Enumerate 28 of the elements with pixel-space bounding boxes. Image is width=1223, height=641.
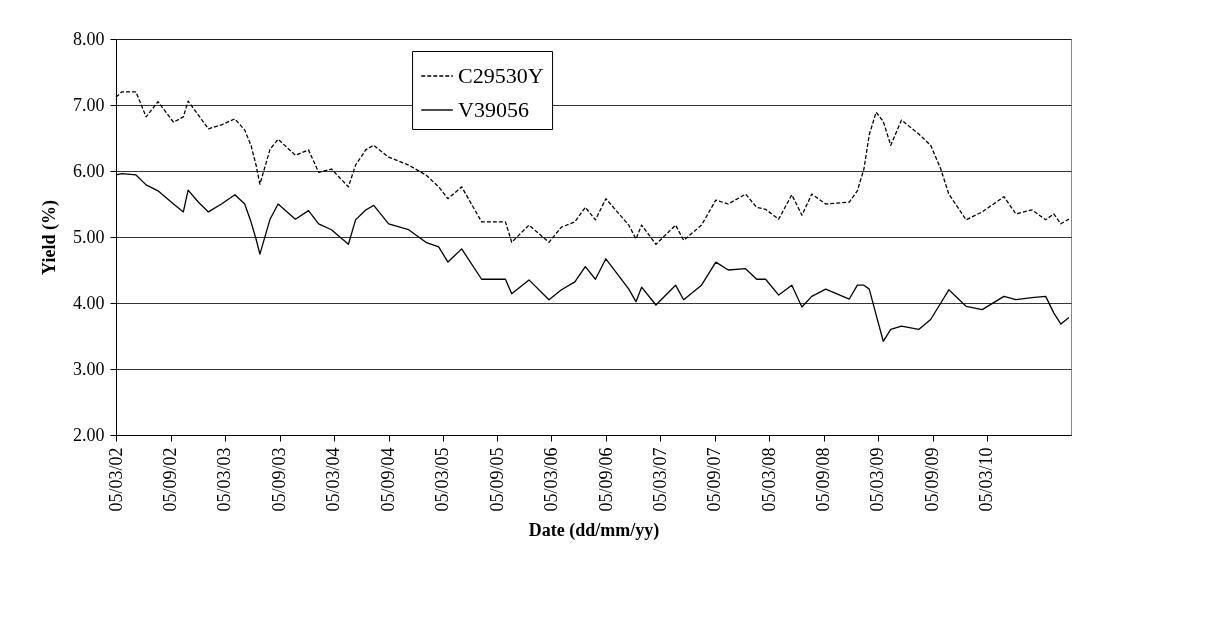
x-tick-label: 05/03/04 [323, 447, 344, 512]
legend-label: C29530Y [458, 63, 544, 88]
x-tick-label: 05/09/03 [269, 447, 290, 512]
x-tick-label: 05/03/07 [649, 447, 670, 512]
x-tick-label: 05/09/08 [813, 447, 834, 512]
x-tick-label: 05/09/02 [160, 447, 181, 512]
x-tick-label: 05/03/10 [976, 447, 997, 512]
x-tick-label: 05/03/06 [540, 447, 561, 512]
x-tick-label: 05/09/05 [486, 447, 507, 512]
y-tick-label: 8.00 [73, 28, 105, 49]
y-axis-title: Yield (%) [39, 200, 60, 275]
x-tick-label: 05/09/06 [595, 447, 616, 512]
y-tick-label: 3.00 [73, 358, 105, 379]
legend-label: V39056 [458, 97, 529, 122]
x-tick-label: 05/03/08 [758, 447, 779, 512]
y-tick-label: 6.00 [73, 160, 105, 181]
y-tick-label: 5.00 [73, 226, 105, 247]
x-tick-label: 05/09/07 [704, 447, 725, 512]
x-tick-label: 05/03/02 [105, 447, 126, 512]
x-axis-title: Date (dd/mm/yy) [528, 519, 660, 541]
x-tick-label: 05/03/09 [867, 447, 888, 512]
y-tick-label: 7.00 [73, 94, 105, 115]
x-tick-label: 05/03/05 [432, 447, 453, 512]
y-tick-label: 2.00 [73, 424, 105, 445]
x-tick-label: 05/09/09 [922, 447, 943, 512]
y-tick-label: 4.00 [73, 292, 105, 313]
x-tick-label: 05/03/03 [214, 447, 235, 512]
x-tick-label: 05/09/04 [378, 447, 399, 512]
